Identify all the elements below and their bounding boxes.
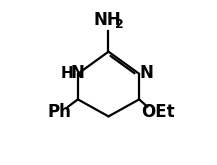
Text: N: N	[71, 64, 85, 82]
Text: Ph: Ph	[47, 102, 71, 121]
Text: H: H	[61, 66, 74, 81]
Text: OEt: OEt	[141, 102, 175, 121]
Text: NH: NH	[93, 11, 121, 29]
Text: 2: 2	[115, 18, 124, 31]
Text: N: N	[139, 64, 153, 82]
